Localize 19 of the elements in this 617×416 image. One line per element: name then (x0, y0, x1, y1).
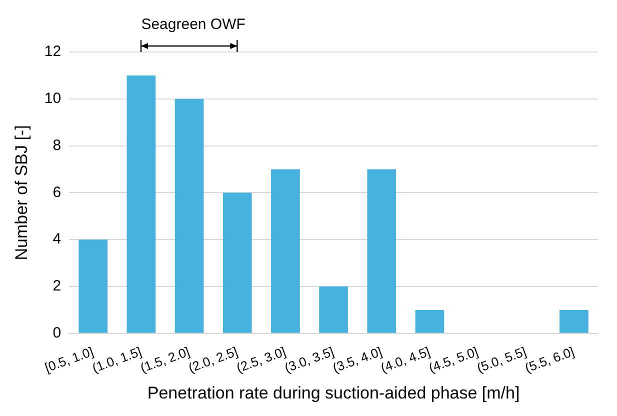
y-tick-label: 4 (52, 230, 62, 248)
y-tick-label: 10 (44, 90, 62, 108)
y-tick-label: 8 (52, 136, 62, 154)
y-axis-title: Number of SBJ [-] (12, 125, 31, 260)
y-tick-label: 6 (52, 184, 62, 201)
bar (126, 75, 156, 333)
bar (222, 192, 252, 333)
bar (271, 169, 300, 333)
bar (78, 240, 108, 333)
bar (174, 98, 204, 333)
y-tick-label: 12 (44, 43, 62, 60)
y-tick-label: 2 (52, 278, 62, 295)
bar (319, 286, 348, 333)
bar (367, 169, 396, 333)
text: Seagreen OWF (141, 16, 246, 33)
x-axis-title: Penetration rate during suction-aided phase [m/h] (147, 383, 520, 402)
y-tick-label: 0 (52, 324, 62, 342)
bar (415, 310, 444, 333)
bar (560, 310, 588, 333)
